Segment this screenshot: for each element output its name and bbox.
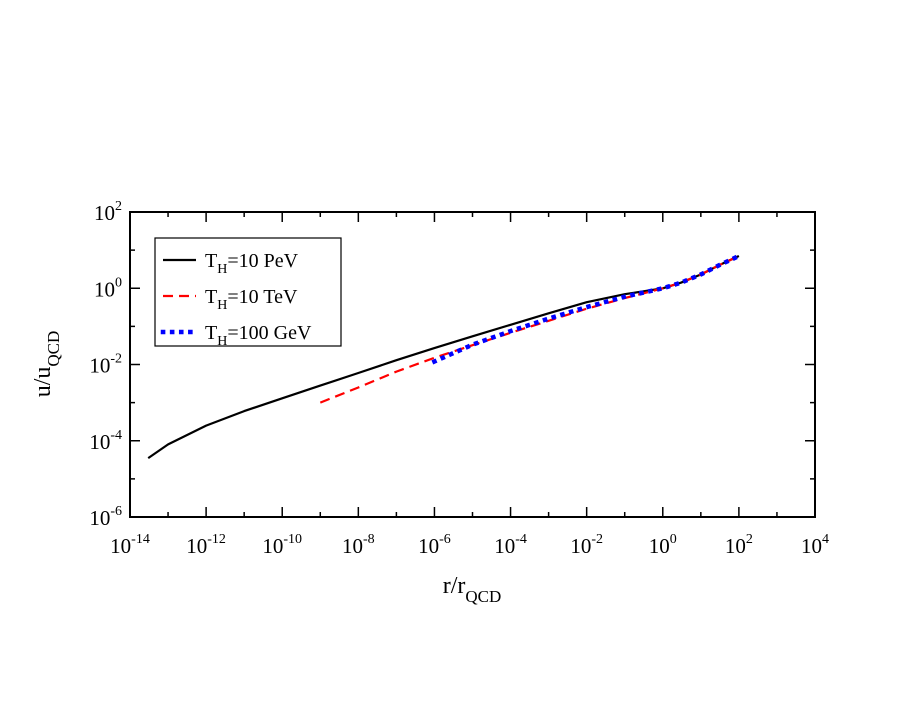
y-tick-label-exp: 2 [115, 199, 122, 214]
legend-label-sub: H [217, 262, 227, 277]
legend-label-rest: =100 GeV [227, 322, 312, 344]
y-axis-label: u/uQCD [30, 331, 63, 398]
y-tick-label-base: 10 [94, 277, 115, 301]
legend-label-rest: =10 TeV [227, 286, 298, 308]
y-tick-label-base: 10 [89, 354, 110, 378]
legend-label-main: T [205, 250, 217, 272]
x-tick-label: 10-4 [494, 532, 527, 558]
y-tick-label-exp: -4 [110, 428, 122, 443]
x-tick-label-exp: -4 [515, 532, 527, 547]
y-tick-label: 10-2 [89, 352, 122, 378]
y-tick-label: 10-4 [89, 428, 122, 454]
y-tick-label-base: 10 [94, 201, 115, 225]
x-tick-label-exp: 2 [746, 532, 753, 547]
legend-label-rest: =10 PeV [227, 250, 298, 272]
x-axis-label-main: r/r [443, 573, 466, 599]
x-tick-label-exp: -14 [131, 532, 150, 547]
x-axis-label-sub: QCD [465, 587, 501, 606]
x-tick-labels: 10-14 10-12 10-10 10-8 10-6 10-4 10-2 100 102 104 [110, 532, 829, 558]
x-tick-label-base: 10 [725, 534, 746, 558]
series-lines [147, 253, 742, 460]
legend-label: TH=100 GeV [205, 322, 312, 349]
legend-label-main: T [205, 286, 217, 308]
x-tick-label-base: 10 [570, 534, 591, 558]
x-tick-label-base: 10 [801, 534, 822, 558]
x-tick-label-base: 10 [649, 534, 670, 558]
x-tick-label-exp: 0 [670, 532, 677, 547]
x-tick-label-base: 10 [262, 534, 283, 558]
x-tick-label: 104 [801, 532, 829, 558]
series-line-dashed [319, 255, 740, 404]
x-tick-label: 10-12 [186, 532, 226, 558]
x-tick-label-exp: -12 [207, 532, 226, 547]
y-tick-label-exp: -6 [110, 504, 122, 519]
x-tick-label: 10-6 [418, 532, 451, 558]
x-tick-label-exp: -8 [363, 532, 375, 547]
x-tick-label-base: 10 [342, 534, 363, 558]
y-axis-label-main: u/u [30, 367, 56, 398]
axis-ticks [129, 211, 816, 518]
x-tick-label-base: 10 [186, 534, 207, 558]
x-tick-label-exp: 4 [822, 532, 829, 547]
x-tick-label: 10-2 [570, 532, 603, 558]
x-tick-label: 10-14 [110, 532, 150, 558]
x-tick-label: 102 [725, 532, 753, 558]
legend-label-sub: H [217, 298, 227, 313]
y-tick-label: 100 [94, 275, 122, 301]
y-tick-label: 102 [94, 199, 122, 225]
x-tick-label: 100 [649, 532, 677, 558]
x-tick-label-exp: -6 [439, 532, 451, 547]
y-tick-label-base: 10 [89, 430, 110, 454]
legend-label: TH=10 TeV [205, 286, 298, 313]
legend-box [154, 237, 342, 347]
legend-label: TH=10 PeV [205, 250, 299, 277]
y-tick-label-exp: 0 [115, 275, 122, 290]
series-line-solid [147, 255, 740, 460]
y-tick-label-exp: -2 [110, 352, 122, 367]
y-tick-label: 10-6 [89, 504, 122, 530]
legend-label-sub: H [217, 334, 227, 349]
y-tick-label-base: 10 [89, 506, 110, 530]
x-axis-label: r/rQCD [443, 573, 502, 606]
x-tick-label-base: 10 [418, 534, 439, 558]
y-axis-label-sub: QCD [44, 331, 63, 367]
x-tick-label-exp: -2 [591, 532, 603, 547]
series-line-dotted [431, 253, 742, 365]
x-tick-label: 10-10 [262, 532, 302, 558]
x-tick-label-base: 10 [110, 534, 131, 558]
x-tick-label-base: 10 [494, 534, 515, 558]
x-tick-label-exp: -10 [283, 532, 302, 547]
x-tick-label: 10-8 [342, 532, 375, 558]
legend-label-main: T [205, 322, 217, 344]
